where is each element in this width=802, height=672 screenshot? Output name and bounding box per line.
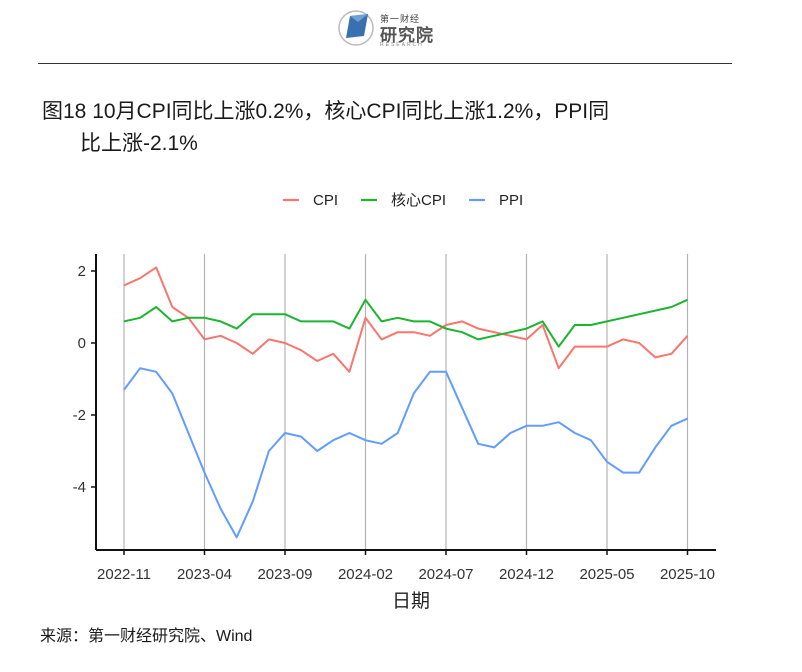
logo-sub-text: RESEARCH: [380, 42, 424, 48]
y-tick-label--4: -4: [73, 479, 86, 496]
figure-title-line1: 图18 10月CPI同比上涨0.2%，核心CPI同比上涨1.2%，PPI同: [42, 100, 610, 123]
series-line-PPI: [123, 367, 688, 539]
x-tick-label-2024-02: 2024-02: [338, 566, 393, 583]
x-tick-label-2024-12: 2024-12: [499, 566, 554, 583]
x-tick-label-2025-05: 2025-05: [579, 566, 634, 583]
logo-main-text: 研究院: [380, 26, 434, 45]
legend-label-CPI: CPI: [313, 192, 338, 209]
x-tick-label-2023-09: 2023-09: [257, 566, 312, 583]
y-tick-label-0: 0: [78, 335, 86, 352]
brand-logo: 第一财经 研究院 RESEARCH: [338, 6, 448, 52]
x-tick-label-2025-10: 2025-10: [660, 566, 715, 583]
series-line-核心CPI: [123, 298, 688, 348]
source-note: 来源：第一财经研究院、Wind: [40, 628, 253, 645]
y-tick-label-2: 2: [78, 263, 86, 280]
series-line-CPI: [123, 266, 689, 373]
logo-top-text: 第一财经: [380, 14, 421, 24]
logo-mark-icon: [338, 10, 374, 46]
x-tick-label-2022-11: 2022-11: [97, 566, 151, 583]
x-tick-label-2023-04: 2023-04: [177, 566, 232, 583]
figure-title: 图18 10月CPI同比上涨0.2%，核心CPI同比上涨1.2%，PPI同 比上…: [42, 96, 702, 160]
header-divider: [38, 63, 732, 64]
legend-label-核心CPI: 核心CPI: [391, 192, 446, 209]
line-chart: 2 0 -2 -4 2022-11 2023-04 2023-09 2024-02 2024-0…: [73, 192, 716, 612]
legend-label-PPI: PPI: [499, 192, 523, 209]
x-tick-label-2024-07: 2024-07: [418, 566, 473, 583]
figure-title-line2: 比上涨-2.1%: [80, 132, 198, 155]
x-axis-label: 日期: [392, 590, 430, 612]
y-tick-label--2: -2: [73, 407, 86, 424]
